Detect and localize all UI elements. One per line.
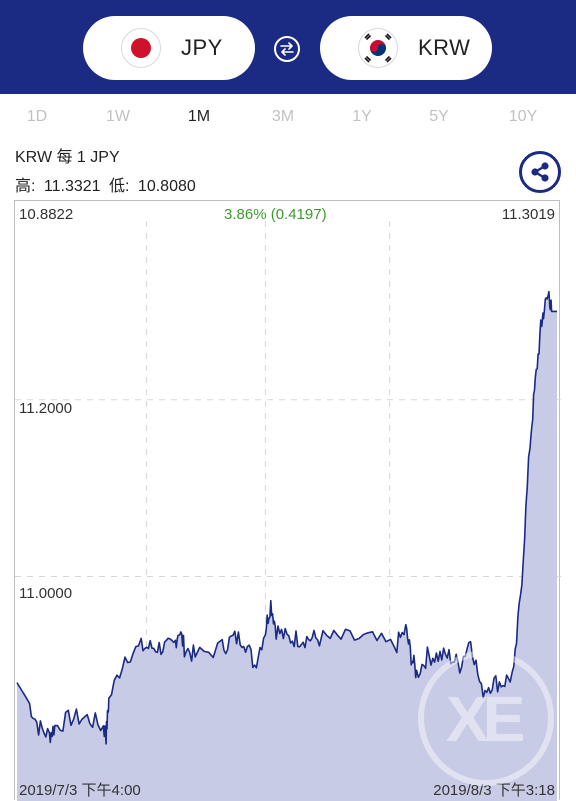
from-currency-code: JPY [181,35,223,60]
swap-arrows-icon[interactable] [274,36,300,62]
series-area [17,291,557,801]
low-value: 10.8080 [137,178,196,195]
tab-10y[interactable]: 10Y [508,108,538,125]
currency-header: JPY KRW [0,0,576,94]
tab-1d[interactable]: 1D [26,108,48,125]
japan-flag-icon [121,28,161,68]
tab-1y[interactable]: 1Y [352,108,372,125]
high-label: 高: [15,178,36,195]
tab-1w[interactable]: 1W [106,108,130,125]
share-icon [531,162,549,182]
to-currency-button[interactable]: KRW [320,16,492,80]
tab-1m[interactable]: 1M [187,108,211,125]
high-value: 11.3321 [43,178,101,195]
share-button[interactable] [519,151,561,193]
watermark-logo: XE [418,650,554,786]
low-label: 低: [109,178,130,195]
start-time-label: 2019/7/3 下午4:00 [19,782,141,799]
tab-5y[interactable]: 5Y [429,108,449,125]
end-value-label: 11.3019 [501,206,555,223]
y-tick-label: 11.2000 [19,400,73,417]
period-tabs: 1D 1W 1M 3M 1Y 5Y 10Y [0,100,576,138]
from-currency-button[interactable]: JPY [83,16,255,80]
high-low-row: 高: 11.3321 低: 10.8080 [15,172,200,196]
korea-flag-icon [358,28,398,68]
tab-3m[interactable]: 3M [271,108,295,125]
start-value-label: 10.8822 [19,206,74,223]
end-time-label: 2019/8/3 下午3:18 [433,782,555,799]
y-tick-label: 11.0000 [19,585,73,602]
change-label: 3.86% (0.4197) [224,206,327,223]
to-currency-code: KRW [418,35,471,60]
pair-title: KRW 每 1 JPY [15,149,120,166]
